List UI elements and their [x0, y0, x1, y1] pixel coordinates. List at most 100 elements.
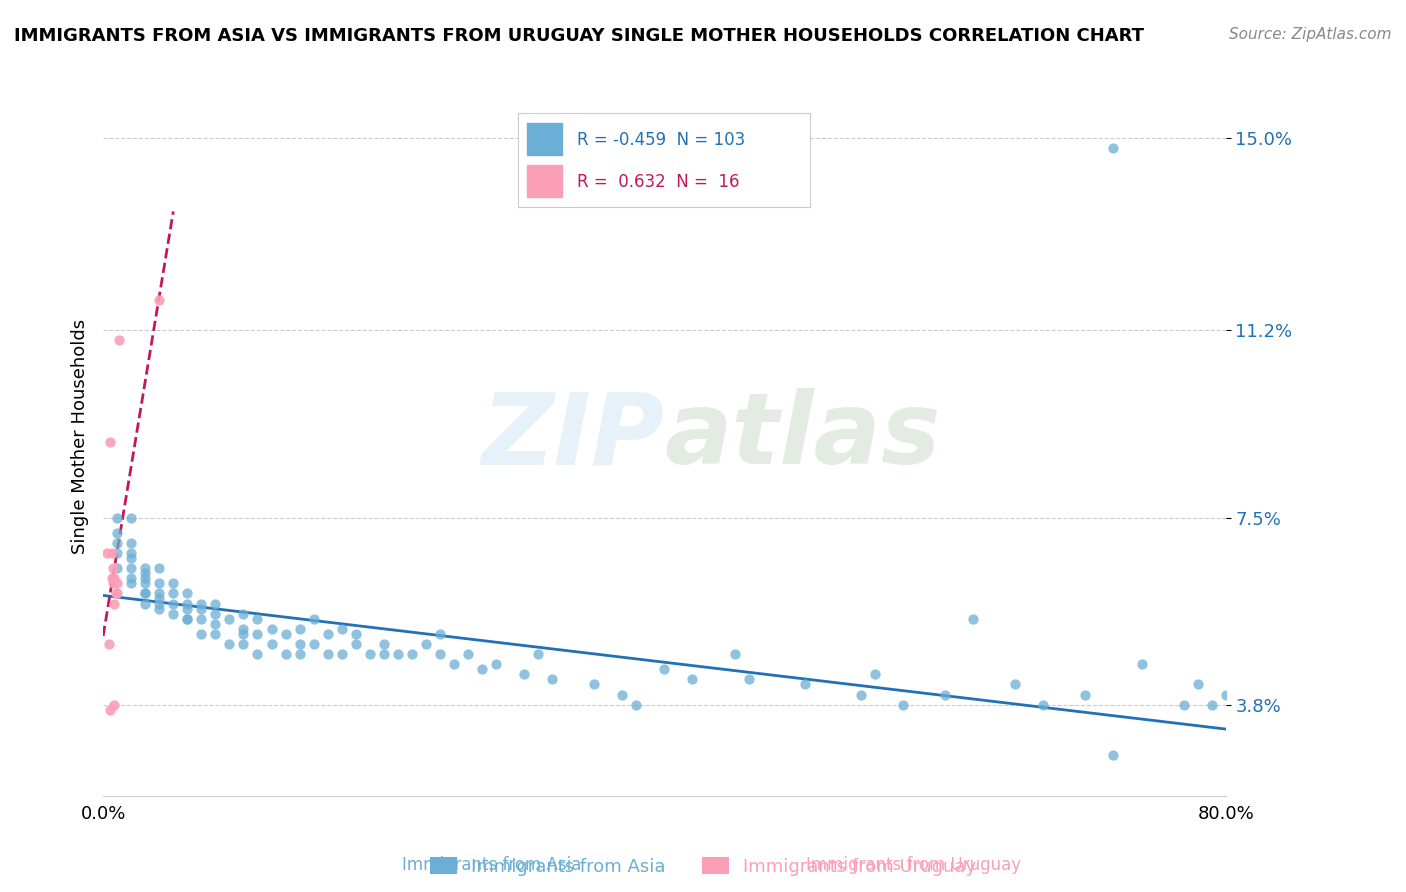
Point — [120, 561, 142, 575]
Point — [274, 627, 297, 641]
Point — [737, 673, 759, 687]
Point — [891, 698, 914, 712]
Point — [1187, 677, 1209, 691]
Text: atlas: atlas — [665, 388, 941, 485]
Point — [1215, 688, 1237, 702]
Point — [246, 612, 269, 626]
Point — [103, 698, 125, 712]
Point — [316, 627, 339, 641]
Point — [105, 576, 128, 591]
Point — [98, 703, 121, 717]
Point — [682, 673, 704, 687]
Point — [373, 647, 395, 661]
Point — [302, 612, 325, 626]
Point — [190, 612, 212, 626]
Point — [103, 597, 125, 611]
Point — [204, 616, 226, 631]
Point — [100, 571, 122, 585]
Point — [1201, 698, 1223, 712]
Point — [101, 576, 124, 591]
Point — [849, 688, 872, 702]
Point — [162, 607, 184, 621]
Point — [485, 657, 508, 672]
Point — [429, 627, 451, 641]
Point — [274, 647, 297, 661]
Point — [134, 571, 156, 585]
Point — [429, 647, 451, 661]
Text: Immigrants from Uruguay: Immigrants from Uruguay — [806, 856, 1022, 874]
Point — [96, 546, 118, 560]
Point — [148, 597, 170, 611]
Point — [148, 601, 170, 615]
Point — [1173, 698, 1195, 712]
Point — [583, 677, 606, 691]
Text: IMMIGRANTS FROM ASIA VS IMMIGRANTS FROM URUGUAY SINGLE MOTHER HOUSEHOLDS CORRELA: IMMIGRANTS FROM ASIA VS IMMIGRANTS FROM … — [14, 27, 1144, 45]
Point — [105, 586, 128, 600]
Point — [863, 667, 886, 681]
Point — [302, 637, 325, 651]
Point — [120, 576, 142, 591]
Point — [1032, 698, 1054, 712]
Point — [373, 637, 395, 651]
Point — [541, 673, 564, 687]
Point — [316, 647, 339, 661]
Point — [162, 586, 184, 600]
Point — [120, 536, 142, 550]
Point — [162, 597, 184, 611]
Point — [176, 612, 198, 626]
Point — [1074, 688, 1097, 702]
Point — [218, 612, 240, 626]
Point — [134, 586, 156, 600]
Point — [513, 667, 536, 681]
Legend: Immigrants from Asia, Immigrants from Uruguay: Immigrants from Asia, Immigrants from Ur… — [422, 850, 984, 883]
Point — [359, 647, 381, 661]
Point — [387, 647, 409, 661]
Point — [232, 637, 254, 651]
Point — [176, 601, 198, 615]
Point — [105, 510, 128, 524]
Text: Source: ZipAtlas.com: Source: ZipAtlas.com — [1229, 27, 1392, 42]
Point — [288, 637, 311, 651]
Point — [443, 657, 465, 672]
Point — [176, 597, 198, 611]
Point — [1130, 657, 1153, 672]
Point — [148, 561, 170, 575]
Point — [232, 607, 254, 621]
Point — [204, 597, 226, 611]
Point — [612, 688, 634, 702]
Point — [100, 546, 122, 560]
Point — [120, 551, 142, 566]
Point — [793, 677, 815, 691]
Point — [148, 293, 170, 307]
Point — [105, 546, 128, 560]
Point — [204, 607, 226, 621]
Point — [232, 622, 254, 636]
Point — [330, 622, 353, 636]
Point — [471, 662, 494, 676]
Point — [246, 647, 269, 661]
Point — [1004, 677, 1026, 691]
Point — [457, 647, 479, 661]
Point — [260, 637, 283, 651]
Point — [190, 601, 212, 615]
Point — [218, 637, 240, 651]
Point — [101, 561, 124, 575]
Point — [134, 566, 156, 581]
Point — [527, 647, 550, 661]
Point — [120, 571, 142, 585]
Point — [105, 536, 128, 550]
Point — [107, 334, 129, 348]
Point — [1102, 748, 1125, 763]
Point — [162, 576, 184, 591]
Point — [260, 622, 283, 636]
Text: ZIP: ZIP — [481, 388, 665, 485]
Point — [232, 627, 254, 641]
Point — [98, 434, 121, 449]
Point — [134, 586, 156, 600]
Point — [105, 561, 128, 575]
Text: Immigrants from Asia: Immigrants from Asia — [402, 856, 582, 874]
Point — [120, 510, 142, 524]
Point — [723, 647, 745, 661]
Point — [246, 627, 269, 641]
Point — [104, 586, 127, 600]
